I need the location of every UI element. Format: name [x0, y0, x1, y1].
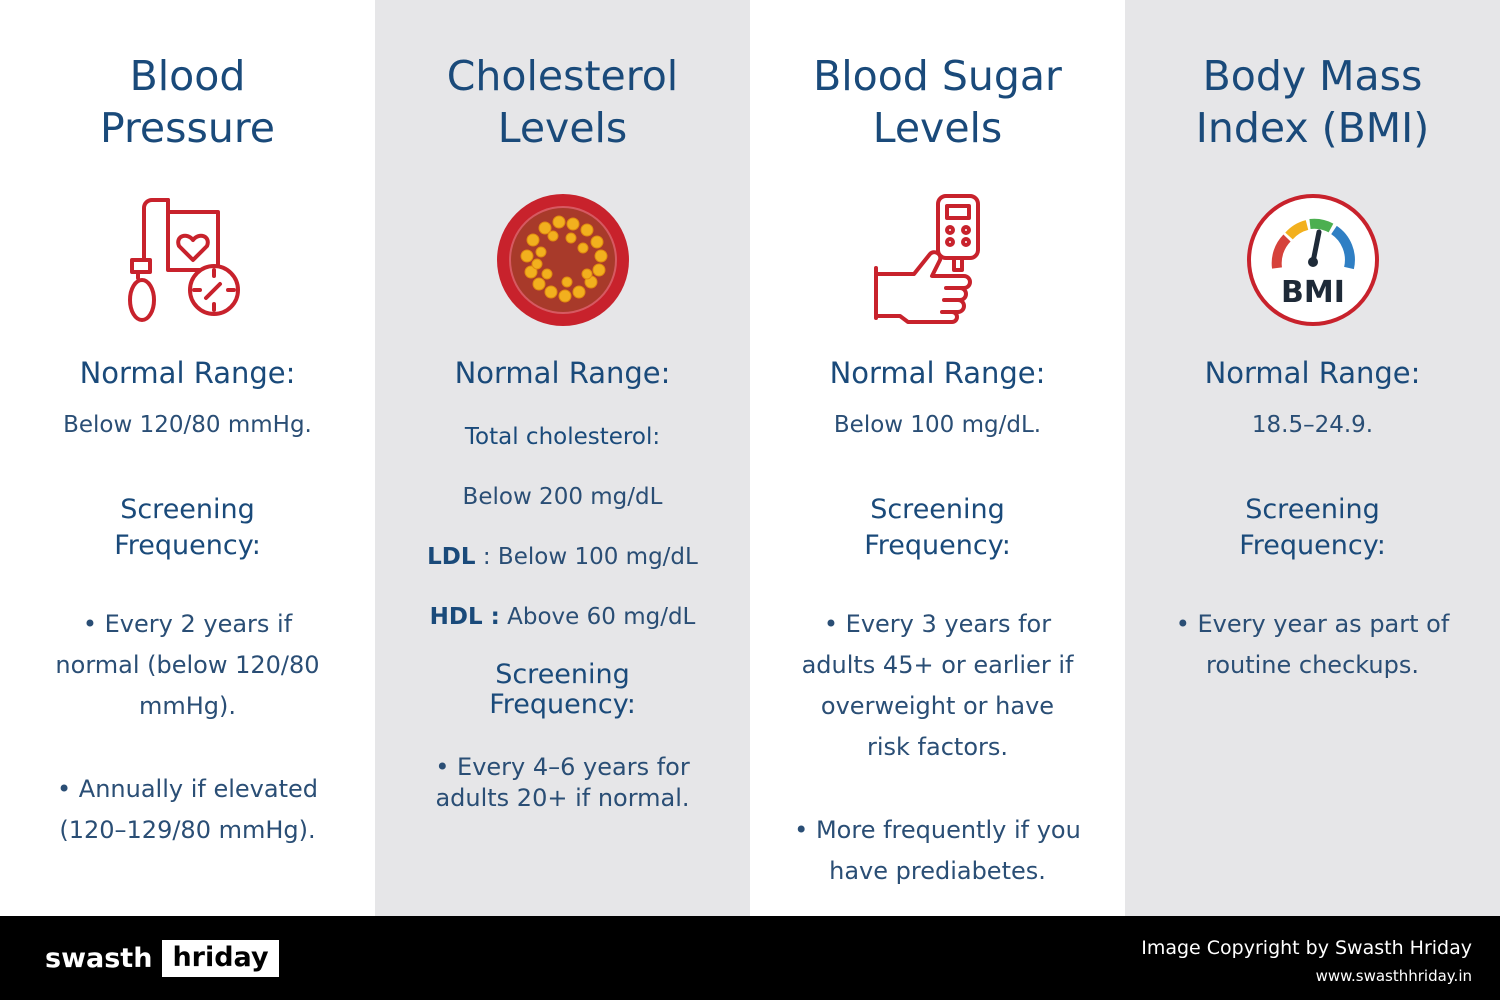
screening-line: Frequency: [114, 530, 261, 561]
screening-bullets: • Every 4–6 years for adults 20+ if norm… [375, 752, 750, 856]
total-cholesterol-value: Below 200 mg/dL [462, 484, 663, 510]
screening-frequency-label: Screening Frequency: [1125, 492, 1500, 564]
hdl-value: Above 60 mg/dL [499, 604, 696, 630]
hdl-label: HDL : [429, 604, 500, 630]
screening-frequency-label: Screening Frequency: [0, 492, 375, 564]
bullet-line: • Every 3 years for [823, 610, 1052, 638]
screening-bullets: • Every year as part of routine checkups… [1125, 604, 1500, 728]
normal-range-value: 18.5–24.9. [1251, 412, 1374, 438]
bullet-line: (120–129/80 mmHg). [59, 816, 316, 844]
normal-range-label: Normal Range: [79, 356, 296, 390]
screening-line: Screening [120, 494, 255, 525]
footer: swasth hriday Image Copyright by Swasth … [0, 916, 1500, 1000]
copyright-text: Image Copyright by Swasth Hriday [1141, 937, 1472, 959]
title-line: Pressure [99, 104, 276, 152]
column-blood-pressure: Blood Pressure Normal Range: Below 120/8 [0, 0, 375, 916]
bullet-line: mmHg). [138, 692, 237, 720]
bullet-line: adults 20+ if normal. [435, 784, 690, 812]
bullet-item: • Every 4–6 years for adults 20+ if norm… [375, 752, 750, 814]
total-cholesterol-label: Total cholesterol: [464, 424, 661, 450]
copyright-block: Image Copyright by Swasth Hriday www.swa… [1141, 934, 1472, 990]
title-line: Levels [497, 104, 628, 152]
bullet-line: • More frequently if you [794, 816, 1081, 844]
column-title: Body Mass Index (BMI) [1125, 50, 1500, 154]
bullet-item: • More frequently if you have prediabete… [750, 810, 1125, 892]
ldl-value: : Below 100 mg/dL [475, 544, 698, 570]
swasth-hriday-logo: swasth hriday [45, 940, 279, 977]
column-title: Blood Sugar Levels [750, 50, 1125, 154]
screening-line: Frequency: [489, 689, 636, 720]
normal-range-value: Below 120/80 mmHg. [63, 412, 312, 438]
normal-range-label: Normal Range: [454, 356, 671, 390]
bullet-line: risk factors. [866, 733, 1008, 761]
bullet-item: • Every 3 years for adults 45+ or earlie… [750, 604, 1125, 768]
website-url: www.swasthhriday.in [1315, 967, 1472, 985]
column-blood-sugar: Blood Sugar Levels Normal Range: [750, 0, 1125, 916]
ldl-label: LDL [427, 544, 476, 570]
glucose-meter-icon [873, 194, 980, 324]
bmi-gauge-icon: BMI [1246, 194, 1379, 326]
screening-line: Frequency: [864, 530, 1011, 561]
blood-pressure-monitor-icon [127, 198, 240, 322]
bmi-icon-text: BMI [1281, 275, 1345, 310]
normal-range-label: Normal Range: [1204, 356, 1421, 390]
bullet-item: • Every 2 years if normal (below 120/80 … [0, 604, 375, 727]
screening-frequency-label: Screening Frequency: [375, 660, 750, 720]
screening-line: Screening [495, 659, 630, 690]
screening-line: Screening [870, 494, 1005, 525]
title-line: Blood Sugar [813, 52, 1062, 100]
title-line: Index (BMI) [1195, 104, 1430, 152]
title-line: Body Mass [1202, 52, 1423, 100]
title-line: Cholesterol [446, 52, 679, 100]
column-cholesterol: Cholesterol Levels Normal Ra [375, 0, 750, 916]
column-bmi: Body Mass Index (BMI) BMI Normal Range: … [1125, 0, 1500, 916]
bullet-line: • Every year as part of [1175, 610, 1450, 638]
screening-line: Frequency: [1239, 530, 1386, 561]
screening-line: Screening [1245, 494, 1380, 525]
screening-bullets: • Every 2 years if normal (below 120/80 … [0, 604, 375, 893]
bullet-item: • Every year as part of routine checkups… [1125, 604, 1500, 686]
normal-range-value: Below 100 mg/dL. [833, 412, 1042, 438]
health-columns: Blood Pressure Normal Range: Below 120/8 [0, 0, 1500, 916]
bullet-line: overweight or have [820, 692, 1055, 720]
column-title: Blood Pressure [0, 50, 375, 154]
logo-text-hriday: hriday [162, 940, 279, 977]
bullet-line: adults 45+ or earlier if [801, 651, 1074, 679]
bullet-line: • Every 2 years if [82, 610, 293, 638]
bullet-line: have prediabetes. [829, 857, 1046, 885]
title-line: Blood [129, 52, 246, 100]
title-line: Levels [872, 104, 1003, 152]
screening-frequency-label: Screening Frequency: [750, 492, 1125, 564]
bullet-line: • Annually if elevated [57, 775, 318, 803]
bullet-line: routine checkups. [1205, 651, 1420, 679]
column-title: Cholesterol Levels [375, 50, 750, 154]
screening-bullets: • Every 3 years for adults 45+ or earlie… [750, 604, 1125, 934]
hdl-row: HDL : Above 60 mg/dL [375, 604, 750, 630]
bullet-line: • Every 4–6 years for [435, 753, 690, 781]
cholesterol-artery-icon [496, 194, 629, 326]
logo-text-swasth: swasth [45, 943, 153, 974]
bullet-item: • Annually if elevated (120–129/80 mmHg)… [0, 769, 375, 851]
ldl-row: LDL : Below 100 mg/dL [375, 544, 750, 570]
normal-range-label: Normal Range: [829, 356, 1046, 390]
bullet-line: normal (below 120/80 [55, 651, 320, 679]
